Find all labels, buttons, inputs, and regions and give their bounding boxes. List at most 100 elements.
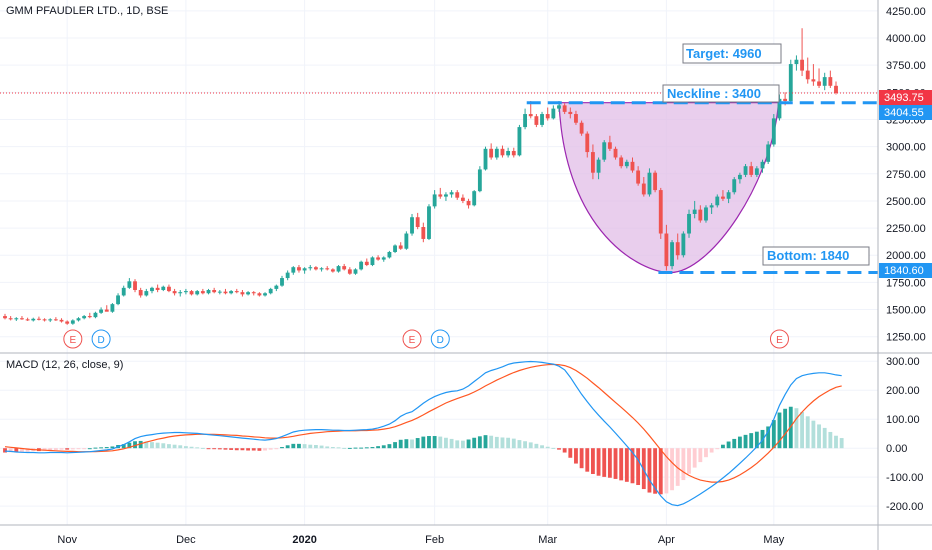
candle[interactable] [404,231,409,250]
candle[interactable] [87,312,92,319]
candle[interactable] [596,157,601,180]
candle[interactable] [494,146,499,160]
candle[interactable] [828,70,833,88]
event-marker-dividend[interactable]: D [430,329,450,349]
candle[interactable] [704,205,708,223]
candle[interactable] [540,111,544,128]
candle[interactable] [364,258,369,267]
candle[interactable] [811,64,816,86]
candle[interactable] [172,288,177,296]
candle[interactable] [630,157,635,173]
candle[interactable] [178,290,183,297]
candle[interactable] [353,268,358,275]
candle[interactable] [212,287,217,294]
candle[interactable] [14,317,19,321]
candle[interactable] [116,293,120,306]
candle[interactable] [393,244,397,254]
candle[interactable] [251,291,256,296]
candle[interactable] [25,317,30,321]
candle[interactable] [794,55,799,71]
candle[interactable] [297,265,301,273]
candle[interactable] [285,270,290,281]
target-annotation[interactable]: Target: 4960 [682,43,782,64]
candle[interactable] [415,212,420,230]
candle[interactable] [647,168,652,197]
candle[interactable] [562,103,567,115]
candle[interactable] [574,110,578,125]
candle[interactable] [65,320,70,325]
candle[interactable] [8,316,13,321]
candle[interactable] [658,187,663,239]
candle[interactable] [48,318,53,323]
candle[interactable] [523,108,528,130]
candle[interactable] [721,190,725,201]
candle[interactable] [127,278,132,289]
candle[interactable] [681,231,686,258]
candle[interactable] [822,72,827,91]
candle[interactable] [788,59,793,103]
candle[interactable] [766,141,771,165]
candle[interactable] [195,290,200,296]
candle[interactable] [20,316,24,320]
candle[interactable] [59,318,64,323]
candle[interactable] [805,57,810,84]
candle[interactable] [579,120,584,136]
candle[interactable] [590,144,595,180]
candle[interactable] [330,268,335,273]
candle[interactable] [698,205,703,223]
candle[interactable] [53,317,58,321]
candle[interactable] [410,213,414,236]
candle[interactable] [675,233,680,260]
candle[interactable] [93,311,98,319]
candle[interactable] [834,81,838,95]
candle[interactable] [280,275,284,287]
candle[interactable] [444,192,448,201]
candle[interactable] [3,313,7,320]
candle[interactable] [534,114,539,128]
candle[interactable] [291,266,296,275]
candle[interactable] [70,319,75,325]
candle[interactable] [206,288,211,295]
candle[interactable] [551,105,556,120]
candle[interactable] [82,314,87,320]
candle[interactable] [308,265,313,271]
candle[interactable] [161,285,166,292]
candle[interactable] [31,317,36,322]
candle[interactable] [517,124,522,157]
candle[interactable] [336,265,341,273]
macd-series[interactable] [3,360,844,507]
candle[interactable] [737,172,742,184]
candle[interactable] [760,159,765,173]
candle[interactable] [545,107,550,121]
candle[interactable] [144,288,149,297]
candle[interactable] [664,224,669,271]
candle[interactable] [771,114,776,147]
candle[interactable] [110,303,115,313]
event-marker-earnings[interactable]: E [63,329,83,349]
candle[interactable] [624,159,629,169]
candle[interactable] [455,190,460,200]
candle[interactable] [687,209,691,238]
candle[interactable] [432,190,437,209]
candle[interactable] [155,284,160,293]
candle[interactable] [217,290,222,295]
event-marker-earnings[interactable]: E [402,329,422,349]
candle[interactable] [460,194,465,204]
candle[interactable] [302,267,307,274]
candle[interactable] [743,164,748,178]
signal-line[interactable] [4,363,842,483]
candle[interactable] [200,288,205,295]
candle[interactable] [150,286,154,294]
candle[interactable] [585,131,590,158]
event-marker-dividend[interactable]: D [91,329,111,349]
candle[interactable] [121,285,126,297]
candle[interactable] [387,250,392,259]
candle[interactable] [641,177,646,197]
candle[interactable] [99,307,104,314]
candle[interactable] [133,279,137,293]
candle[interactable] [692,200,697,219]
candle[interactable] [167,284,171,293]
candle[interactable] [263,292,267,297]
candle[interactable] [257,292,262,297]
